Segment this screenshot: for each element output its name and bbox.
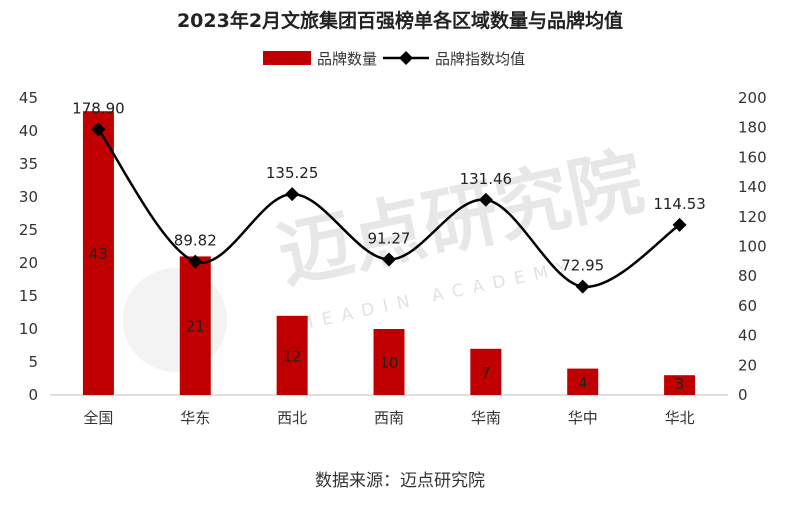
axes: 0 5 10 15 20 25 30 35 40 45 0 20 40 60 80 100 120 140 160 1…	[19, 89, 767, 427]
bar	[373, 329, 405, 395]
x-tick-label: 西北	[277, 409, 307, 427]
line-value-label: 72.95	[561, 257, 604, 275]
y-right-tick-label: 100	[738, 238, 767, 256]
y-left-tick-label: 25	[19, 221, 38, 239]
x-tick-label: 西南	[374, 409, 404, 427]
chart-title: 2023年2月文旅集团百强榜单各区域数量与品牌均值	[176, 10, 624, 32]
y-left-tick-label: 0	[28, 386, 38, 404]
bar	[179, 256, 211, 395]
line-value-label: 91.27	[368, 229, 411, 247]
bar	[470, 348, 502, 395]
source-note: 数据来源：迈点研究院	[315, 471, 485, 491]
bar	[276, 315, 308, 395]
bar-value-label: 43	[89, 245, 108, 263]
y-left-tick-label: 40	[19, 122, 38, 140]
y-right-tick-label: 200	[738, 89, 767, 107]
legend-label-bar: 品牌数量	[317, 50, 377, 68]
line-point	[382, 252, 396, 267]
bar-value-label: 7	[481, 364, 491, 382]
bar-value-label: 3	[675, 375, 685, 393]
y-left-tick-label: 20	[19, 254, 38, 272]
x-tick-label: 华南	[471, 409, 501, 427]
y-left-tick-label: 15	[19, 287, 38, 305]
x-tick-label: 华北	[665, 409, 695, 427]
y-right-tick-label: 80	[738, 267, 757, 285]
x-tick-label: 全国	[83, 409, 113, 427]
y-right-tick-label: 0	[738, 386, 748, 404]
watermark-text: 迈点研究院	[271, 139, 651, 300]
line-value-label: 131.46	[460, 170, 513, 188]
legend-swatch-marker	[399, 51, 413, 65]
line-point	[188, 254, 203, 269]
bar-value-label: 12	[283, 347, 302, 365]
bar-value-label: 10	[379, 354, 398, 372]
bar	[82, 111, 114, 395]
line-value-label: 135.25	[266, 164, 319, 182]
y-right-tick-label: 20	[738, 356, 757, 374]
legend-swatch-bar	[263, 51, 311, 65]
legend: 品牌数量 品牌指数均值	[263, 50, 525, 68]
legend-label-line: 品牌指数均值	[435, 50, 525, 68]
line-point	[478, 192, 493, 207]
y-left-tick-label: 5	[28, 353, 38, 371]
y-right-tick-label: 140	[738, 178, 767, 196]
line-value-label: 178.90	[72, 99, 125, 117]
bar-value-label: 4	[578, 374, 588, 392]
bar	[567, 368, 599, 395]
line-series: 178.90 89.82 135.25 91.27 131.46 72.95 114.53	[72, 99, 706, 294]
bar	[664, 375, 696, 395]
line-value-label: 114.53	[653, 195, 706, 213]
x-tick-label: 华东	[180, 409, 210, 427]
y-left-tick-label: 30	[19, 188, 38, 206]
y-right-tick-label: 40	[738, 327, 757, 345]
line-point	[285, 187, 300, 202]
line-value-label: 89.82	[174, 232, 217, 250]
y-left-tick-label: 45	[19, 89, 38, 107]
y-right-tick-label: 160	[738, 148, 767, 166]
y-right-tick-label: 120	[738, 208, 767, 226]
line-point	[575, 279, 590, 294]
bar-value-label: 21	[186, 318, 205, 336]
y-right-tick-label: 180	[738, 119, 767, 137]
watermark-logo	[123, 268, 227, 372]
y-right-tick-label: 60	[738, 297, 757, 315]
x-tick-label: 华中	[568, 409, 598, 427]
y-left-tick-label: 35	[19, 155, 38, 173]
line-point	[91, 122, 106, 137]
y-left-tick-label: 10	[19, 320, 38, 338]
line-point	[672, 217, 687, 232]
